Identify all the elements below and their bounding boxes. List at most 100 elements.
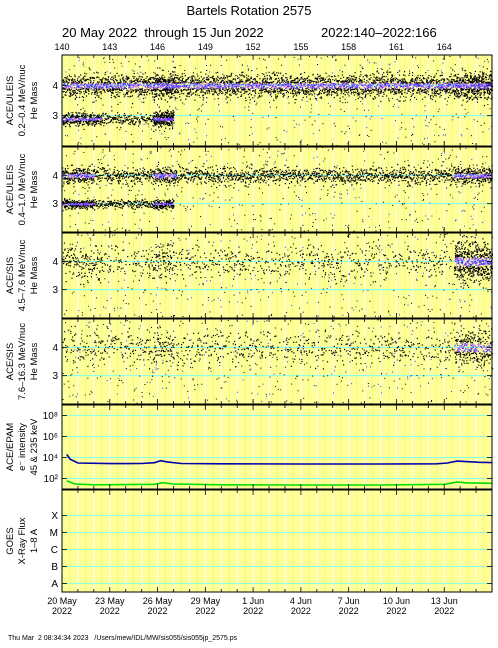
data-point bbox=[252, 112, 254, 114]
data-point bbox=[430, 97, 432, 100]
data-point bbox=[345, 83, 347, 85]
data-point bbox=[113, 95, 115, 97]
data-point bbox=[414, 85, 416, 87]
data-point bbox=[140, 76, 142, 78]
data-point bbox=[385, 85, 388, 88]
data-point bbox=[67, 119, 69, 121]
data-point bbox=[213, 80, 216, 82]
data-point bbox=[391, 97, 393, 99]
data-point bbox=[143, 91, 145, 94]
data-point bbox=[291, 85, 293, 87]
data-point bbox=[83, 91, 85, 93]
data-point bbox=[391, 74, 393, 76]
data-point bbox=[85, 118, 88, 121]
data-point bbox=[285, 84, 287, 86]
data-point bbox=[75, 83, 78, 86]
data-point bbox=[192, 92, 195, 94]
data-point bbox=[159, 77, 162, 79]
data-point bbox=[275, 86, 277, 89]
data-point bbox=[106, 86, 108, 88]
data-point bbox=[333, 84, 335, 87]
data-point bbox=[199, 85, 201, 87]
data-point bbox=[156, 74, 159, 76]
data-point bbox=[155, 82, 157, 85]
data-point bbox=[168, 76, 170, 79]
data-point bbox=[271, 72, 273, 75]
data-point bbox=[398, 70, 401, 72]
data-point bbox=[83, 85, 85, 87]
data-point bbox=[463, 85, 465, 87]
data-point bbox=[260, 83, 262, 85]
data-point bbox=[239, 79, 241, 81]
data-point bbox=[200, 71, 202, 73]
data-point bbox=[304, 79, 306, 81]
data-point bbox=[255, 104, 257, 106]
data-point bbox=[101, 117, 103, 119]
data-point bbox=[409, 70, 411, 72]
data-point bbox=[82, 76, 85, 78]
data-point bbox=[244, 106, 246, 108]
data-point bbox=[205, 77, 208, 79]
data-point bbox=[84, 83, 86, 86]
data-point bbox=[340, 90, 342, 92]
data-point bbox=[193, 80, 195, 82]
data-point bbox=[342, 96, 344, 98]
data-point bbox=[353, 84, 355, 87]
data-point bbox=[429, 87, 431, 90]
data-point bbox=[147, 84, 150, 86]
data-point bbox=[121, 74, 123, 76]
data-point bbox=[356, 108, 358, 110]
data-point bbox=[68, 116, 70, 118]
data-point bbox=[348, 95, 350, 97]
data-point bbox=[274, 91, 276, 93]
data-point bbox=[290, 75, 292, 77]
data-point bbox=[118, 95, 120, 97]
data-point bbox=[205, 135, 207, 137]
data-point bbox=[465, 88, 467, 91]
data-point bbox=[375, 78, 377, 80]
data-point bbox=[273, 71, 275, 73]
data-point bbox=[64, 94, 66, 96]
data-point bbox=[131, 95, 134, 97]
data-point bbox=[320, 85, 322, 87]
data-point bbox=[144, 89, 146, 91]
data-point bbox=[190, 94, 192, 96]
data-point bbox=[163, 117, 165, 120]
data-point bbox=[305, 88, 307, 90]
data-point bbox=[268, 89, 270, 92]
data-point bbox=[268, 85, 270, 87]
data-point bbox=[387, 83, 389, 85]
data-point bbox=[240, 86, 242, 88]
data-point bbox=[87, 120, 89, 122]
data-point bbox=[369, 93, 371, 95]
data-point bbox=[66, 76, 69, 78]
data-point bbox=[276, 106, 278, 108]
data-point bbox=[243, 87, 245, 90]
data-point bbox=[273, 74, 276, 76]
data-point bbox=[112, 118, 114, 120]
data-point bbox=[312, 133, 314, 135]
data-point bbox=[91, 124, 93, 126]
data-point bbox=[74, 118, 76, 120]
data-point bbox=[207, 78, 209, 80]
data-point bbox=[392, 106, 394, 108]
data-point bbox=[213, 79, 215, 81]
data-point bbox=[86, 73, 88, 75]
data-point bbox=[334, 55, 336, 57]
data-point bbox=[161, 120, 163, 122]
data-point bbox=[111, 86, 113, 89]
data-point bbox=[81, 115, 83, 117]
data-point bbox=[95, 83, 97, 85]
data-point bbox=[72, 78, 74, 80]
data-point bbox=[161, 114, 164, 116]
data-point bbox=[219, 86, 221, 88]
data-point bbox=[317, 94, 319, 96]
data-point bbox=[86, 122, 89, 124]
data-point bbox=[166, 90, 168, 92]
data-point bbox=[62, 121, 64, 124]
data-point bbox=[449, 83, 452, 85]
data-point bbox=[147, 79, 149, 81]
data-point bbox=[87, 118, 89, 121]
data-point bbox=[102, 85, 104, 87]
data-point bbox=[311, 90, 313, 92]
